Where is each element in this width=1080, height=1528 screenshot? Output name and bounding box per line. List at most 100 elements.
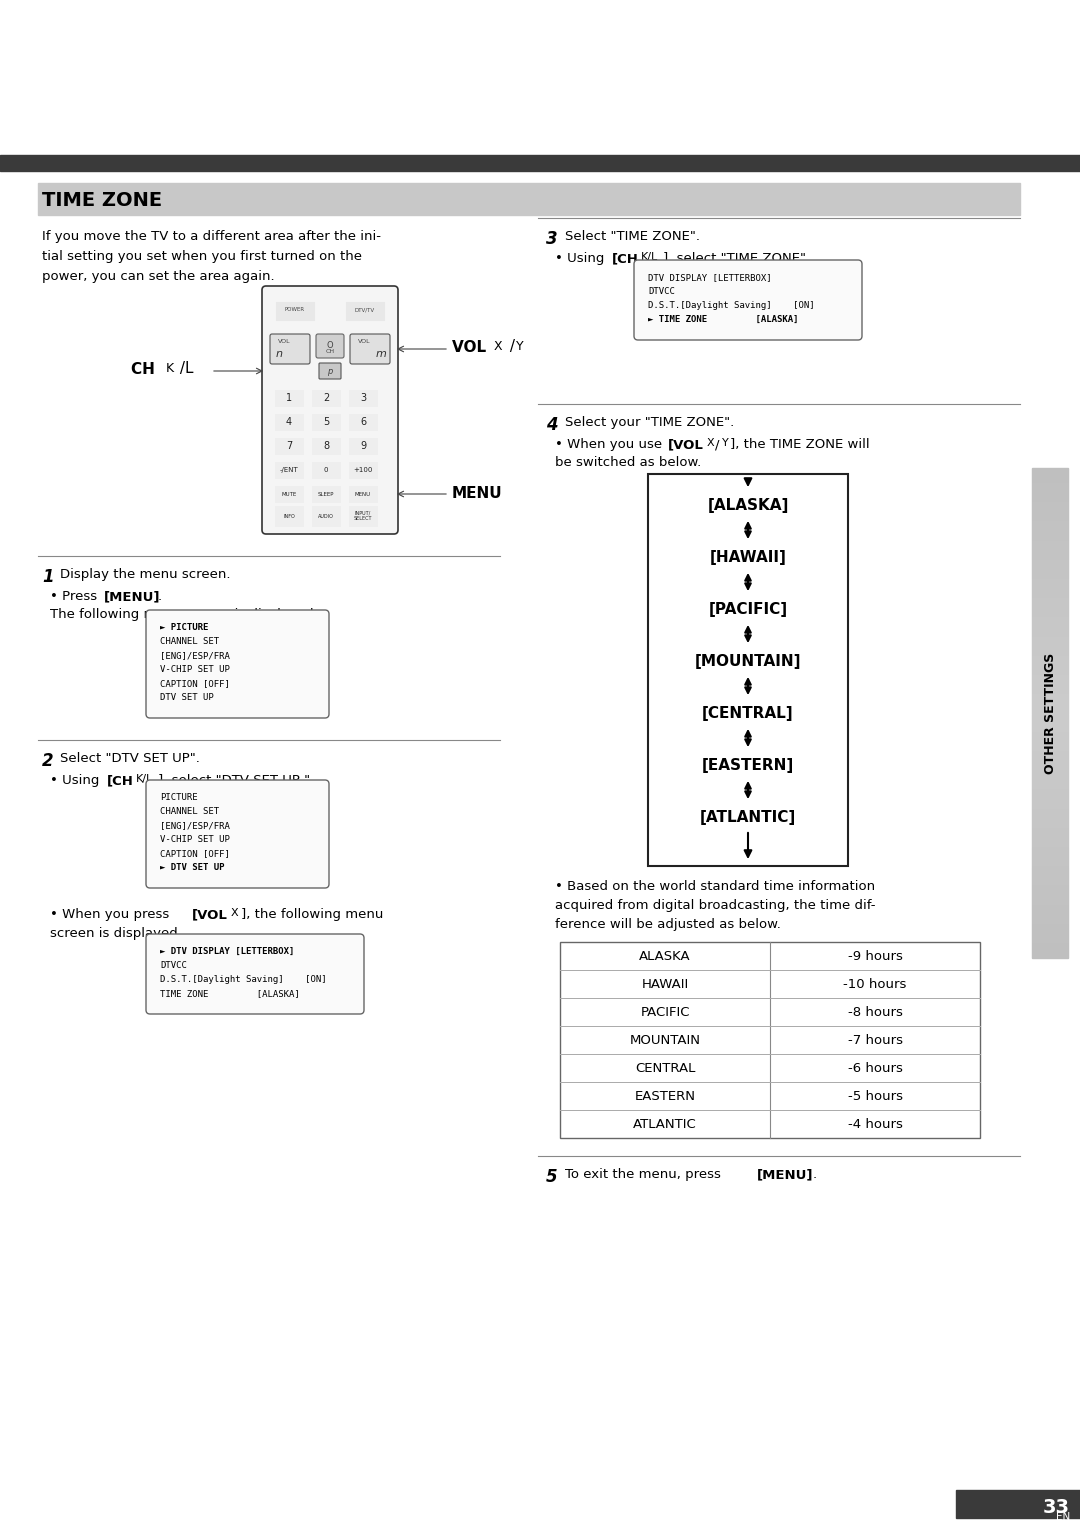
Text: DTVCC: DTVCC <box>160 961 187 970</box>
Text: PACIFIC: PACIFIC <box>640 1005 690 1019</box>
FancyBboxPatch shape <box>319 364 341 379</box>
Text: CH: CH <box>131 362 160 376</box>
FancyBboxPatch shape <box>146 779 329 888</box>
Text: be switched as below.: be switched as below. <box>555 455 701 469</box>
Text: .: . <box>158 590 162 604</box>
Text: 5: 5 <box>323 417 329 426</box>
Text: acquired from digital broadcasting, the time dif-: acquired from digital broadcasting, the … <box>555 898 876 912</box>
Text: -6 hours: -6 hours <box>848 1062 903 1074</box>
Bar <box>312 486 340 503</box>
Text: INPUT/
SELECT: INPUT/ SELECT <box>354 510 373 521</box>
Text: tial setting you set when you first turned on the: tial setting you set when you first turn… <box>42 251 362 263</box>
Bar <box>648 474 848 866</box>
Text: ► TIME ZONE         [ALASKA]: ► TIME ZONE [ALASKA] <box>648 315 798 324</box>
FancyBboxPatch shape <box>270 335 310 364</box>
Text: CAPTION [OFF]: CAPTION [OFF] <box>160 850 230 859</box>
Text: DTVCC: DTVCC <box>648 287 675 296</box>
FancyBboxPatch shape <box>146 610 329 718</box>
Bar <box>275 506 303 526</box>
Bar <box>312 461 340 478</box>
Text: 3: 3 <box>360 393 366 403</box>
Bar <box>275 461 303 478</box>
Text: ► DTV SET UP: ► DTV SET UP <box>160 863 225 872</box>
Text: 8: 8 <box>323 442 329 451</box>
Bar <box>275 390 303 406</box>
Text: SLEEP: SLEEP <box>318 492 334 497</box>
Bar <box>349 506 377 526</box>
Bar <box>349 486 377 503</box>
Text: V-CHIP SET UP: V-CHIP SET UP <box>160 834 230 843</box>
Text: Y: Y <box>723 439 729 448</box>
Text: POWER: POWER <box>285 307 305 312</box>
Text: • When you press: • When you press <box>50 908 174 921</box>
Text: ► DTV DISPLAY [LETTERBOX]: ► DTV DISPLAY [LETTERBOX] <box>160 947 295 957</box>
Text: ], the following menu: ], the following menu <box>241 908 383 921</box>
Bar <box>561 941 980 1138</box>
Text: V-CHIP SET UP: V-CHIP SET UP <box>160 665 230 674</box>
Text: p: p <box>327 367 333 376</box>
Text: To exit the menu, press: To exit the menu, press <box>565 1167 725 1181</box>
Text: O: O <box>326 341 334 350</box>
Bar <box>312 506 340 526</box>
Text: 4: 4 <box>286 417 292 426</box>
Bar <box>275 486 303 503</box>
Text: /L: /L <box>175 362 193 376</box>
Text: HAWAII: HAWAII <box>642 978 689 990</box>
Text: ATLANTIC: ATLANTIC <box>633 1117 697 1131</box>
Bar <box>275 439 303 454</box>
Text: ], select "TIME ZONE".: ], select "TIME ZONE". <box>663 252 810 264</box>
Text: -8 hours: -8 hours <box>848 1005 903 1019</box>
Text: [VOL: [VOL <box>192 908 228 921</box>
Text: [CENTRAL]: [CENTRAL] <box>702 706 794 721</box>
Text: 33: 33 <box>1043 1497 1070 1517</box>
Bar <box>349 390 377 406</box>
Bar <box>312 439 340 454</box>
Text: [EASTERN]: [EASTERN] <box>702 758 794 773</box>
Text: n: n <box>276 348 283 359</box>
Text: DTV DISPLAY [LETTERBOX]: DTV DISPLAY [LETTERBOX] <box>648 274 771 283</box>
Text: [VOL: [VOL <box>669 439 704 451</box>
Text: EASTERN: EASTERN <box>635 1089 696 1103</box>
Text: ], select "DTV SET UP ".: ], select "DTV SET UP ". <box>158 775 314 787</box>
Text: INFO: INFO <box>283 513 295 518</box>
Text: [CH: [CH <box>612 252 639 264</box>
Text: Display the menu screen.: Display the menu screen. <box>60 568 230 581</box>
Text: CENTRAL: CENTRAL <box>635 1062 696 1074</box>
Text: The following menu screen is displayed.: The following menu screen is displayed. <box>50 608 318 620</box>
Text: [ALASKA]: [ALASKA] <box>707 498 788 513</box>
Text: Select your "TIME ZONE".: Select your "TIME ZONE". <box>565 416 734 429</box>
Bar <box>346 303 384 319</box>
Text: • Press: • Press <box>50 590 102 604</box>
Text: X: X <box>707 439 715 448</box>
Text: DTV SET UP: DTV SET UP <box>160 694 214 701</box>
Text: 4: 4 <box>546 416 557 434</box>
Text: MUTE: MUTE <box>282 492 297 497</box>
Text: • Using: • Using <box>50 775 104 787</box>
Bar <box>349 414 377 429</box>
Text: If you move the TV to a different area after the ini-: If you move the TV to a different area a… <box>42 231 381 243</box>
Text: [CH: [CH <box>107 775 134 787</box>
Text: -10 hours: -10 hours <box>843 978 907 990</box>
FancyBboxPatch shape <box>146 934 364 1015</box>
Text: -4 hours: -4 hours <box>848 1117 903 1131</box>
Text: screen is displayed.: screen is displayed. <box>50 927 181 940</box>
Text: Y: Y <box>516 341 524 353</box>
FancyBboxPatch shape <box>316 335 345 358</box>
Text: 2: 2 <box>42 752 54 770</box>
Text: CHANNEL SET: CHANNEL SET <box>160 637 219 646</box>
Text: VOL: VOL <box>357 339 370 344</box>
Text: • When you use: • When you use <box>555 439 666 451</box>
Text: 1: 1 <box>286 393 292 403</box>
Text: /: / <box>715 439 719 451</box>
Text: 5: 5 <box>546 1167 557 1186</box>
Text: • Using: • Using <box>555 252 609 264</box>
Text: K: K <box>166 362 174 376</box>
Text: -7 hours: -7 hours <box>848 1033 903 1047</box>
Text: PICTURE: PICTURE <box>160 793 198 802</box>
FancyBboxPatch shape <box>634 260 862 341</box>
Text: ► PICTURE: ► PICTURE <box>160 623 208 633</box>
Text: 6: 6 <box>360 417 366 426</box>
Text: TIME ZONE: TIME ZONE <box>42 191 162 209</box>
Text: Select "TIME ZONE".: Select "TIME ZONE". <box>565 231 700 243</box>
Text: X: X <box>494 341 502 353</box>
